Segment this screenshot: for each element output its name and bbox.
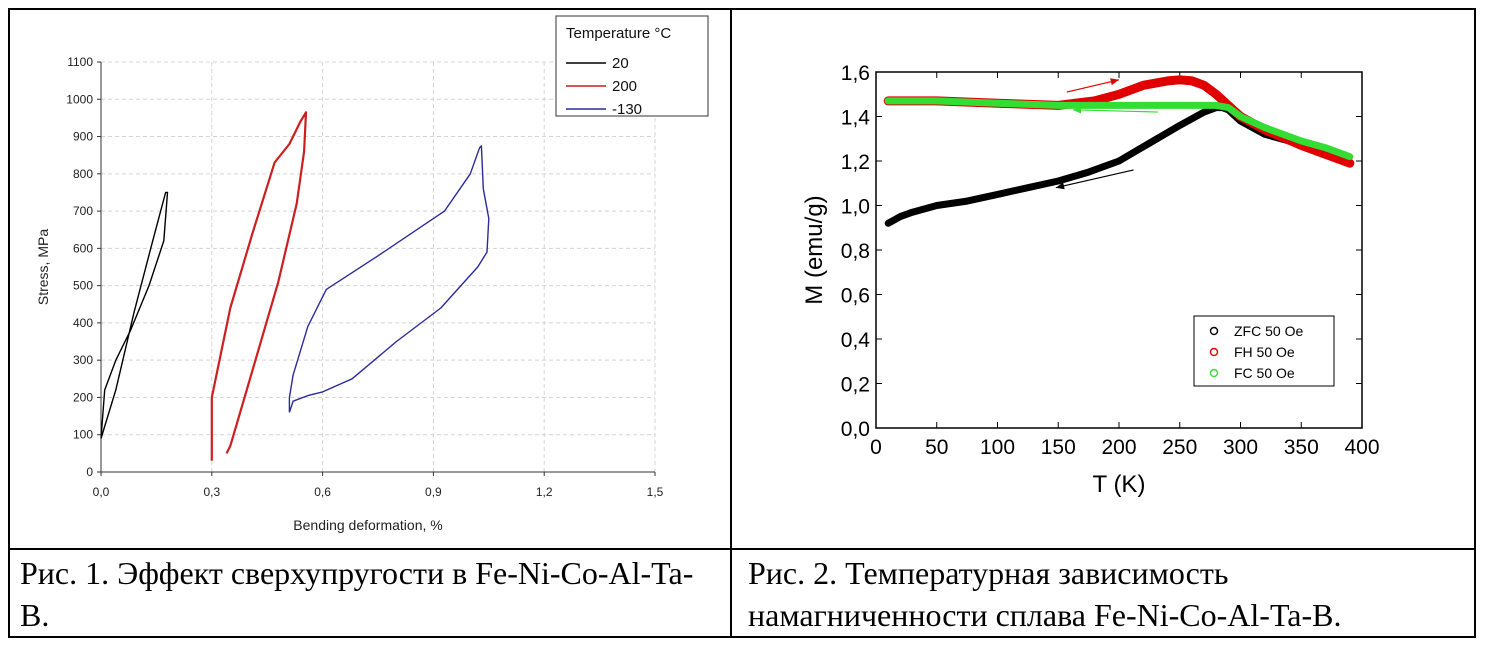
y-axis-label: M (emu/g) xyxy=(801,195,828,304)
legend-title: Temperature °C xyxy=(566,25,671,42)
y-tick-label: 500 xyxy=(73,279,93,293)
legend-label-20: 20 xyxy=(612,55,629,72)
legend-marker-fh xyxy=(1209,347,1219,357)
y-tick-label: 100 xyxy=(73,428,93,442)
x-tick-label: 0,0 xyxy=(93,485,110,499)
cooling-arrow xyxy=(1072,109,1158,113)
y-tick-label: 0 xyxy=(86,465,93,479)
legend-label-zfc: ZFC 50 Oe xyxy=(1234,323,1303,339)
y-tick-label: 900 xyxy=(73,130,93,144)
y-tick-label: 0,8 xyxy=(841,240,870,263)
magnetization-chart: 0,0 0,2 0,4 0,6 0,8 1,0 1,2 1,4 1,6 0 50 100 150 200 2… xyxy=(801,62,1380,498)
y-tick-label: 300 xyxy=(73,353,93,367)
x-axis-label: Bending deformation, % xyxy=(293,517,442,533)
x-tick-label: 400 xyxy=(1344,436,1379,459)
y-tick-label: 1,4 xyxy=(841,107,871,130)
x-tick-label: 50 xyxy=(925,436,948,459)
table-divider-vertical xyxy=(730,8,732,638)
x-axis-label: T (K) xyxy=(1093,471,1146,498)
superelasticity-chart: 0 100 200 300 400 500 600 700 800 900 1000 1100 0,0 0… xyxy=(35,15,709,533)
y-tick-label: 700 xyxy=(73,204,93,218)
x-tick-label: 0 xyxy=(870,436,882,459)
table-divider-horizontal xyxy=(8,548,1476,550)
figure-table xyxy=(8,8,1476,638)
x-tick-label: 0,9 xyxy=(425,485,442,499)
y-tick-label: 400 xyxy=(73,316,93,330)
y-tick-label: 0,4 xyxy=(841,329,871,352)
series-line-20 xyxy=(100,191,169,439)
y-tick-label: 800 xyxy=(73,167,93,181)
x-tick-label: 0,6 xyxy=(314,485,331,499)
y-tick-label: 1100 xyxy=(67,55,93,69)
zfc-arrow xyxy=(1055,169,1134,189)
legend-label-200: 200 xyxy=(612,78,637,95)
zfc-arrow-head xyxy=(1055,182,1065,190)
series-curve-fc xyxy=(884,97,1354,161)
series-line--130 xyxy=(288,145,490,413)
series-curve-fh xyxy=(883,75,1355,168)
legend-label--130: -130 xyxy=(612,101,642,118)
y-tick-label: 0,6 xyxy=(841,285,870,308)
y-tick-label: 200 xyxy=(73,390,93,404)
legend-label-fh: FH 50 Oe xyxy=(1234,344,1295,360)
x-tick-label: 350 xyxy=(1284,436,1319,459)
x-tick-label: 1,2 xyxy=(536,485,553,499)
x-tick-label: 100 xyxy=(980,436,1015,459)
legend-marker-zfc xyxy=(1209,326,1219,336)
legend-marker-fc xyxy=(1209,368,1219,378)
y-tick-label: 1,2 xyxy=(841,151,870,174)
y-tick-label: 0,0 xyxy=(841,418,870,441)
x-tick-label: 1,5 xyxy=(647,485,664,499)
heating-arrow xyxy=(1066,79,1120,93)
legend-label-fc: FC 50 Oe xyxy=(1234,365,1295,381)
legend-box xyxy=(555,15,709,117)
y-tick-label: 600 xyxy=(73,241,93,255)
cooling-arrow-head xyxy=(1072,106,1082,114)
x-tick-label: 300 xyxy=(1223,436,1258,459)
y-tick-label: 1,6 xyxy=(841,62,870,85)
y-tick-label: 1,0 xyxy=(841,196,870,219)
x-tick-label: 0,3 xyxy=(203,485,220,499)
y-tick-label: 1000 xyxy=(66,92,93,106)
x-tick-label: 150 xyxy=(1041,436,1076,459)
figure-2-caption: Рис. 2. Температурная зависимость намагн… xyxy=(748,555,1342,633)
y-axis-label: Stress, MPa xyxy=(35,229,51,305)
x-tick-label: 200 xyxy=(1101,436,1136,459)
series-line-200 xyxy=(210,111,308,461)
y-tick-label: 0,2 xyxy=(841,374,870,397)
x-tick-label: 250 xyxy=(1162,436,1197,459)
heating-arrow-head xyxy=(1110,78,1119,86)
series-curve-zfc xyxy=(884,104,1354,227)
figure-1-caption: Рис. 1. Эффект сверхупругости в Fe-Ni-Co… xyxy=(20,555,694,633)
